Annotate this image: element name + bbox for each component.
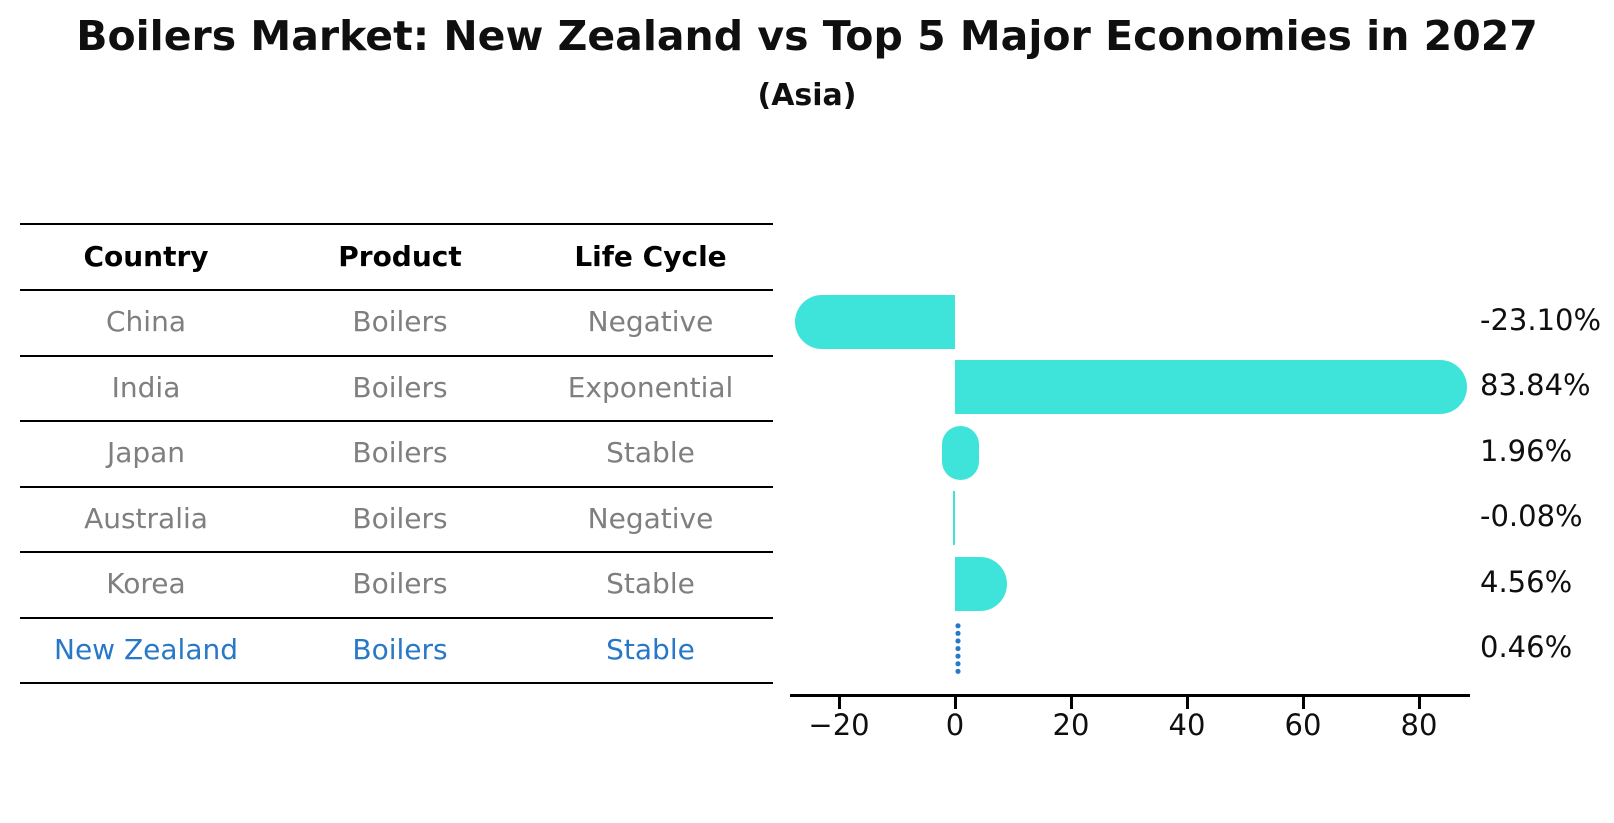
cell-country: India [111,370,181,404]
bar [942,425,980,480]
chart-title: Boilers Market: New Zealand vs Top 5 Maj… [76,12,1538,60]
cell-country: Japan [106,436,186,470]
bar-value-label: -0.08% [1480,499,1583,534]
x-tick-label: 0 [945,708,965,742]
x-axis-tick [1185,697,1189,709]
x-axis-tick [953,697,957,709]
table-header-row: Country Product Life Cycle [20,223,773,289]
cell-product: Boilers [352,370,448,404]
table-row: Korea Boilers Stable [20,551,773,617]
cell-product: Boilers [352,501,448,535]
table-row: India Boilers Exponential [20,354,773,421]
bar [953,491,955,546]
column-header-product: Product [338,239,462,273]
table-row: Japan Boilers Stable [20,420,773,486]
data-table: Country Product Life Cycle China Boilers… [20,223,773,684]
cell-life-cycle: Exponential [567,370,734,404]
cell-product: Boilers [352,567,448,601]
x-axis-tick [1301,697,1305,709]
x-axis-line [790,694,1470,697]
x-axis-tick [837,697,841,709]
cell-country: Korea [106,567,186,601]
bar-value-label: -23.10% [1480,302,1602,337]
cell-product: Boilers [352,632,448,666]
cell-country: China [106,305,186,339]
table-row: Australia Boilers Negative [20,485,773,552]
bar-value-label: 4.56% [1480,564,1573,599]
cell-life-cycle: Stable [606,632,695,666]
column-header-life-cycle: Life Cycle [574,239,727,273]
cell-life-cycle: Stable [606,436,695,470]
x-axis-tick [1417,697,1421,709]
cell-life-cycle: Negative [587,501,714,535]
bar-value-label: 0.46% [1480,630,1573,665]
cell-country: New Zealand [54,632,238,666]
bar [795,294,955,349]
cell-country: Australia [84,501,208,535]
cell-product: Boilers [352,305,448,339]
x-tick-label: 80 [1400,708,1438,742]
x-tick-label: −20 [808,708,870,742]
bar-value-label: 83.84% [1480,368,1591,403]
chart-subtitle: (Asia) [757,78,857,113]
column-header-country: Country [83,239,209,273]
x-axis-tick [1069,697,1073,709]
bar-value-label: 1.96% [1480,433,1573,468]
bar [955,556,1008,611]
x-tick-label: 20 [1052,708,1090,742]
table-row: China Boilers Negative [20,289,773,355]
cell-product: Boilers [352,436,448,470]
cell-life-cycle: Stable [606,567,695,601]
x-tick-label: 40 [1168,708,1206,742]
bar [955,360,1468,415]
table-row: New Zealand Boilers Stable [20,616,773,683]
x-tick-label: 60 [1284,708,1322,742]
cell-life-cycle: Negative [587,305,714,339]
highlight-dotted-marker [954,622,961,677]
